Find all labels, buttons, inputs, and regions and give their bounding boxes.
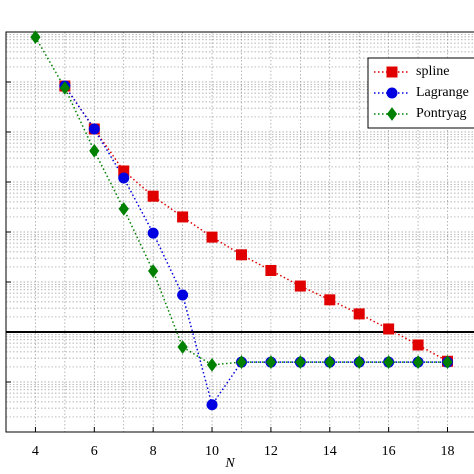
marker <box>236 355 247 369</box>
series-line <box>64 85 448 362</box>
marker <box>386 87 398 99</box>
marker <box>353 308 365 320</box>
marker <box>265 264 277 276</box>
marker <box>206 399 218 411</box>
legend-label: spline <box>416 64 449 79</box>
x-tick-label: 8 <box>150 444 157 459</box>
marker <box>383 323 395 335</box>
marker <box>59 81 70 95</box>
marker <box>147 227 159 239</box>
marker <box>354 355 365 369</box>
marker <box>383 355 394 369</box>
marker <box>118 172 130 184</box>
marker <box>265 355 277 369</box>
plot-frame <box>5 31 474 433</box>
marker <box>177 340 188 354</box>
marker <box>386 107 398 121</box>
legend-label: Lagrange <box>416 85 469 100</box>
legend-box <box>367 57 474 129</box>
x-tick-label: 18 <box>441 444 455 459</box>
legend-label: Pontryag <box>416 106 467 121</box>
marker <box>295 355 306 369</box>
legend: spline Lagrange Pontryag <box>367 57 474 129</box>
marker <box>324 355 335 369</box>
marker <box>442 355 453 369</box>
marker <box>177 211 189 223</box>
marker <box>324 294 336 306</box>
series-line <box>34 36 448 366</box>
marker <box>206 231 218 243</box>
marker <box>235 249 247 261</box>
x-tick-label: 14 <box>323 444 337 459</box>
marker <box>89 144 100 158</box>
x-tick-label: 10 <box>205 444 219 459</box>
marker <box>206 358 218 372</box>
marker <box>177 289 189 301</box>
x-tick-label: 6 <box>91 444 98 459</box>
marker <box>30 30 41 44</box>
x-tick-label: 16 <box>382 444 396 459</box>
marker <box>88 123 100 135</box>
marker <box>118 202 129 216</box>
x-axis-label: N <box>224 456 235 471</box>
marker <box>386 66 398 78</box>
marker <box>147 190 159 202</box>
marker <box>412 339 424 351</box>
marker <box>412 355 424 369</box>
x-tick-label: 12 <box>264 444 278 459</box>
marker <box>294 280 306 292</box>
marker <box>148 264 159 278</box>
x-tick-label: 4 <box>32 444 39 459</box>
